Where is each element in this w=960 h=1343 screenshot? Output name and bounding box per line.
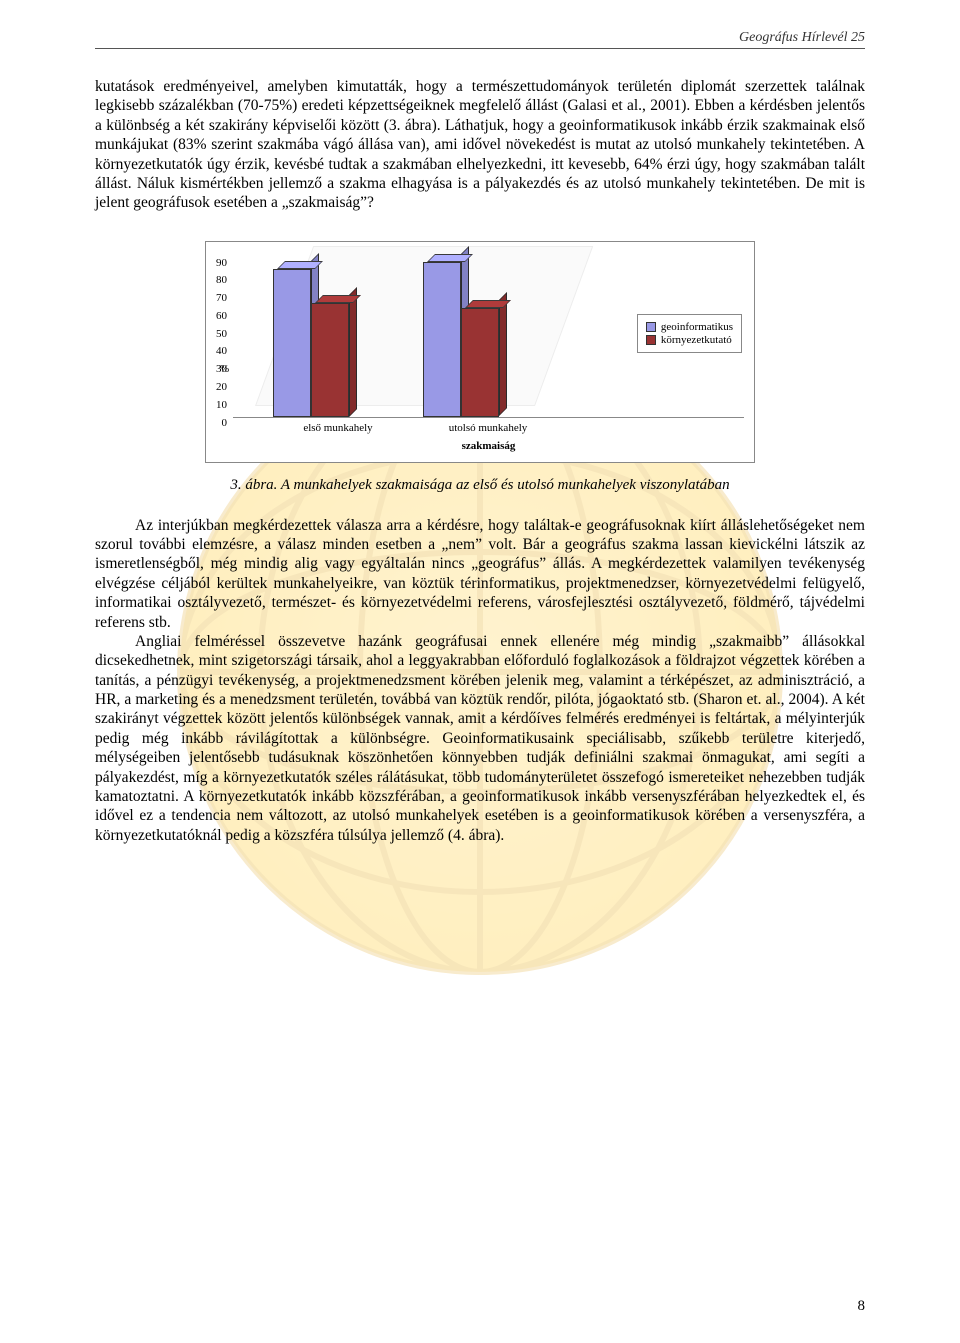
y-axis-ticks: 9080706050403020100 xyxy=(216,258,233,418)
y-tick: 60 xyxy=(216,311,227,329)
chart-bar xyxy=(461,308,499,416)
running-header: Geográfus Hírlevél 25 xyxy=(95,30,865,49)
paragraph-3: Angliai felméréssel összevetve hazánk ge… xyxy=(95,632,865,845)
y-tick: 20 xyxy=(216,382,227,400)
chart-szakmaisag: % 9080706050403020100 első munkahely uto… xyxy=(205,241,755,463)
figure-caption: 3. ábra. A munkahelyek szakmaisága az el… xyxy=(95,477,865,494)
figure-caption-text: A munkahelyek szakmaisága az első és uto… xyxy=(277,477,729,493)
x-label-1: utolsó munkahely xyxy=(413,422,563,434)
chart-legend: geoinformatikus környezetkutató xyxy=(637,314,742,353)
chart-bar xyxy=(423,262,461,417)
x-axis-title: szakmaiság xyxy=(233,440,744,452)
chart-bar xyxy=(273,269,311,417)
paragraph-1: kutatások eredményeivel, amelyben kimuta… xyxy=(95,77,865,213)
y-tick: 70 xyxy=(216,293,227,311)
x-label-0: első munkahely xyxy=(263,422,413,434)
y-tick: 50 xyxy=(216,329,227,347)
figure-number: 3. ábra. xyxy=(230,477,277,493)
legend-item-geoinformatikus: geoinformatikus xyxy=(646,321,733,333)
y-tick: 10 xyxy=(216,400,227,418)
x-axis-labels: első munkahely utolsó munkahely xyxy=(233,422,744,434)
legend-label-0: geoinformatikus xyxy=(661,321,733,333)
legend-label-1: környezetkutató xyxy=(661,334,732,346)
chart-bar xyxy=(311,303,349,417)
y-tick: 40 xyxy=(216,346,227,364)
y-tick: 90 xyxy=(216,258,227,276)
page-number: 8 xyxy=(858,1298,866,1315)
paragraph-2: Az interjúkban megkérdezettek válasza ar… xyxy=(95,516,865,632)
y-tick: 80 xyxy=(216,275,227,293)
legend-item-kornyezetkutato: környezetkutató xyxy=(646,334,733,346)
y-axis-label: % xyxy=(220,363,229,375)
